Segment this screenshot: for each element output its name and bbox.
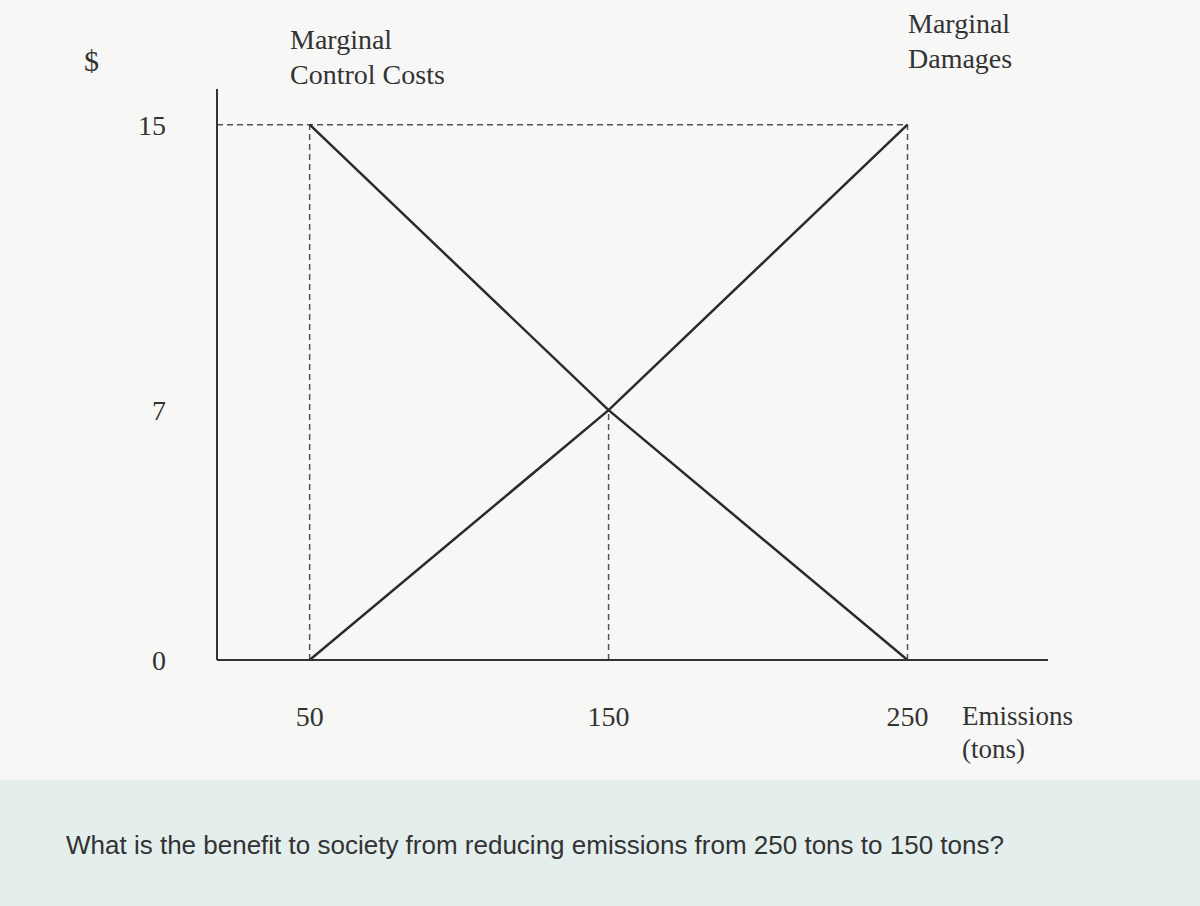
html-text:Marginal Damages: Marginal Damages	[908, 8, 1013, 74]
html-text:Marginal Control Costs: Marginal Control Costs	[290, 24, 445, 90]
svg-text:0: 0	[152, 645, 166, 676]
svg-text:7: 7	[152, 395, 166, 426]
svg-text:15: 15	[138, 110, 166, 141]
svg-text:50: 50	[296, 701, 324, 732]
html-text:What is the benefit to society: What is the benefit to society from redu…	[66, 830, 1004, 860]
svg-text:250: 250	[887, 701, 929, 732]
svg-text:150: 150	[588, 701, 630, 732]
html-text:Emissions (tons): Emissions (tons)	[962, 701, 1073, 764]
